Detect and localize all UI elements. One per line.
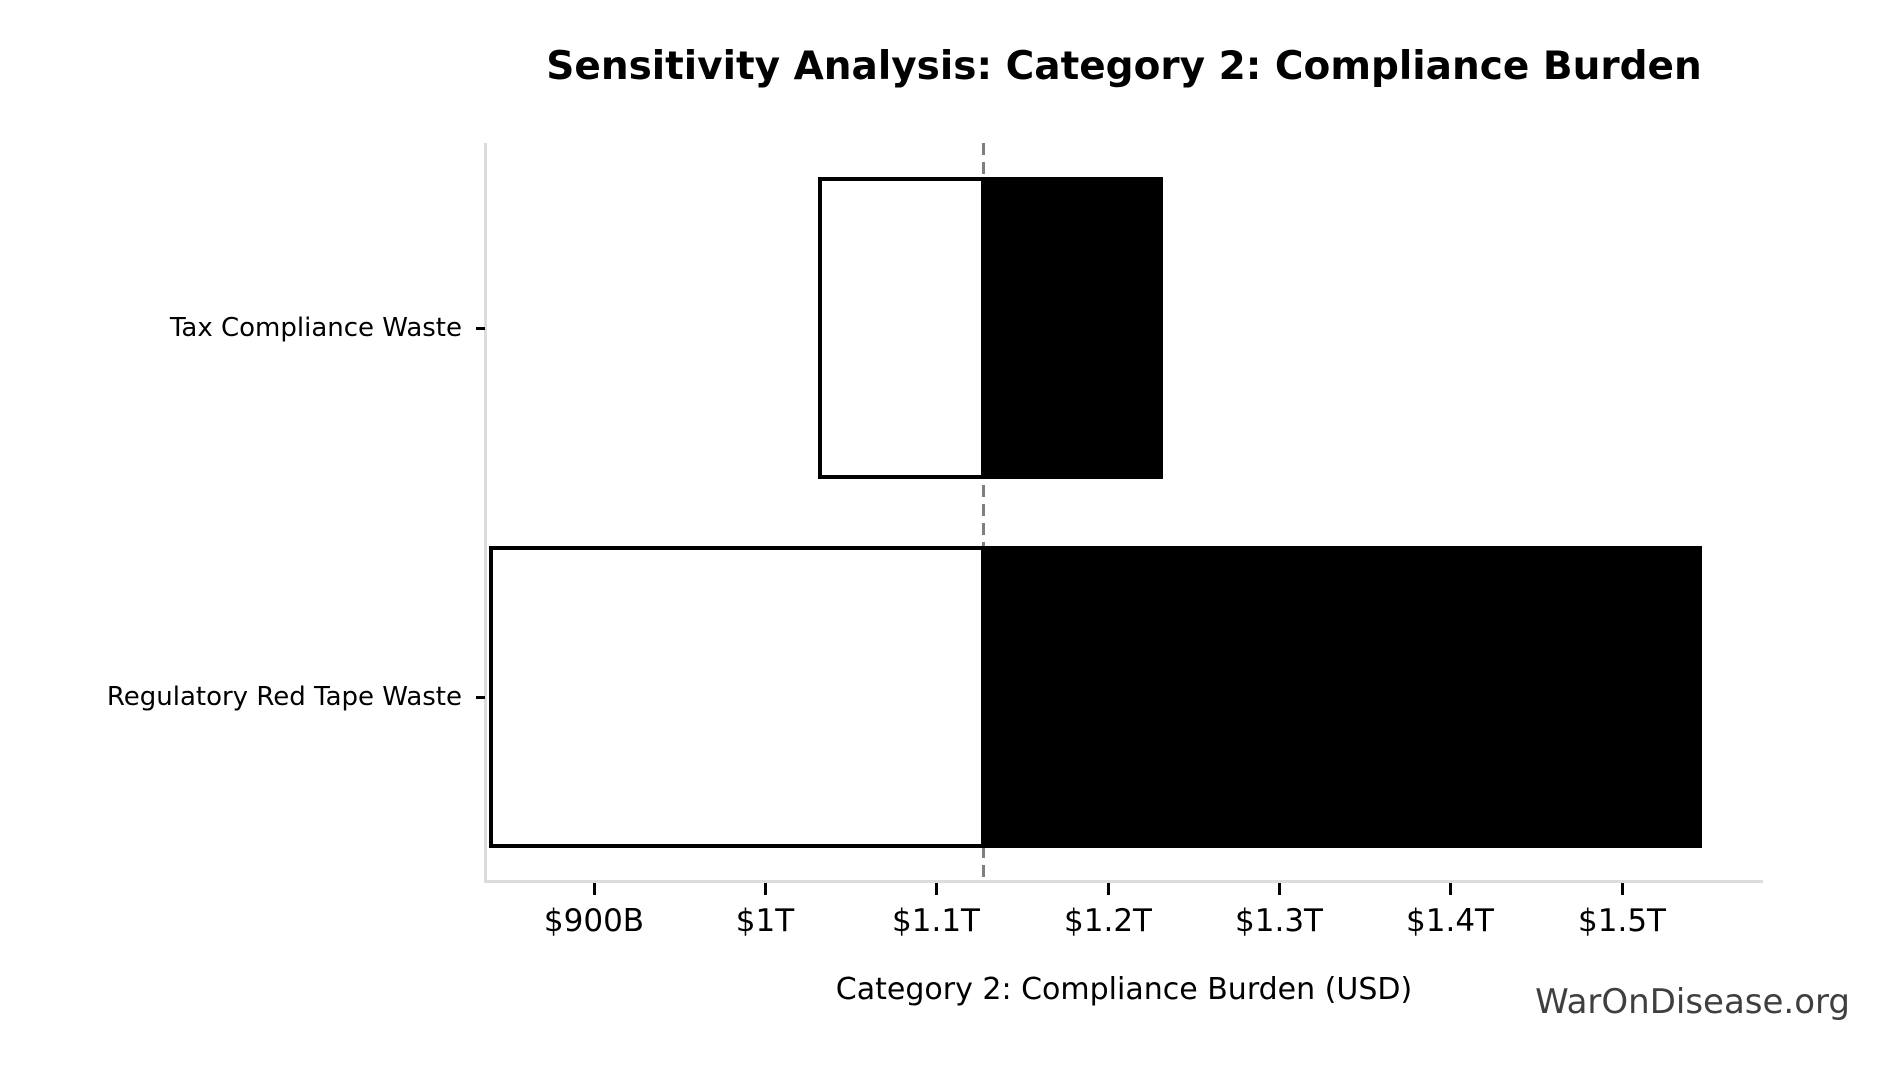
watermark: WarOnDisease.org bbox=[1535, 982, 1850, 1022]
x-tick-mark bbox=[935, 883, 938, 895]
x-tick-mark bbox=[1107, 883, 1110, 895]
x-tick-mark bbox=[593, 883, 596, 895]
tornado-bar-low-segment bbox=[489, 546, 985, 848]
x-tick-mark bbox=[1449, 883, 1452, 895]
y-tick-label: Tax Compliance Waste bbox=[169, 313, 462, 343]
x-axis-label: Category 2: Compliance Burden (USD) bbox=[835, 972, 1413, 1007]
x-tick-mark bbox=[1278, 883, 1281, 895]
tornado-bar-high-segment bbox=[982, 177, 1163, 479]
plot-area bbox=[486, 143, 1762, 882]
y-tick-label: Regulatory Red Tape Waste bbox=[106, 682, 462, 712]
x-tick-label: $1.4T bbox=[1406, 903, 1494, 939]
x-tick-label: $1.3T bbox=[1235, 903, 1323, 939]
x-tick-label: $1.2T bbox=[1064, 903, 1152, 939]
tornado-bar-low-segment bbox=[818, 177, 985, 479]
x-tick-mark bbox=[1621, 883, 1624, 895]
x-tick-label: $1.1T bbox=[892, 903, 980, 939]
x-axis-spine bbox=[484, 880, 1763, 883]
x-tick-label: $900B bbox=[543, 903, 645, 939]
y-tick-mark bbox=[476, 327, 485, 330]
x-tick-label: $1.5T bbox=[1578, 903, 1666, 939]
x-tick-label: $1T bbox=[735, 903, 795, 939]
x-tick-mark bbox=[764, 883, 767, 895]
chart-title: Sensitivity Analysis: Category 2: Compli… bbox=[546, 44, 1702, 89]
tornado-bar-high-segment bbox=[982, 546, 1703, 848]
y-tick-mark bbox=[476, 696, 485, 699]
y-axis-spine bbox=[484, 143, 487, 883]
baseline-dashed-line bbox=[981, 143, 985, 882]
